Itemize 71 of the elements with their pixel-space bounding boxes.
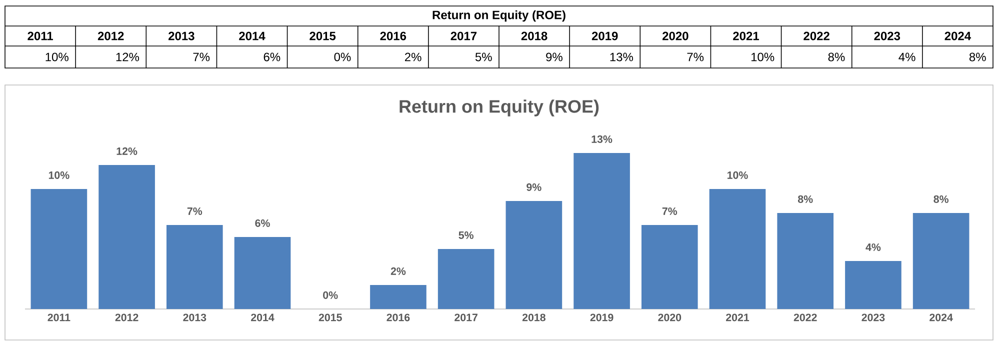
bar xyxy=(30,188,88,309)
text: 10% xyxy=(48,171,70,179)
x-tick-label: 2022 xyxy=(804,32,830,40)
bar xyxy=(777,212,834,309)
text: 10% xyxy=(727,171,748,179)
x-tick-label: 2021 xyxy=(733,32,760,40)
x-tick-label: 2013 xyxy=(168,32,194,40)
text: 2% xyxy=(390,267,406,275)
category-label: 2015 xyxy=(318,314,342,322)
text: 12% xyxy=(116,147,138,155)
text: Return on Equity (ROE) xyxy=(432,10,566,22)
chart-title: Return on Equity (ROE) xyxy=(400,100,599,116)
data-label: 8% xyxy=(828,52,845,62)
data-label: 9% xyxy=(546,52,562,62)
data-label: 10% xyxy=(46,52,68,62)
category-label: 2023 xyxy=(862,314,885,322)
x-tick-label: 2018 xyxy=(521,32,548,40)
text: 7% xyxy=(187,207,202,215)
category-label: 2013 xyxy=(183,314,206,322)
category-label: 2024 xyxy=(930,314,953,322)
category-label: 2017 xyxy=(454,314,478,322)
data-label: 12% xyxy=(116,52,140,62)
x-tick-label: 2019 xyxy=(592,32,618,40)
category-label: 2016 xyxy=(386,314,410,322)
text: 13% xyxy=(592,135,612,143)
x-tick-label: 2017 xyxy=(450,32,477,40)
x-tick-label: 2012 xyxy=(98,32,124,40)
text: 8% xyxy=(798,195,813,203)
category-label: 2022 xyxy=(794,314,817,322)
bar xyxy=(98,164,155,309)
category-label: 2011 xyxy=(48,314,70,322)
text: 7% xyxy=(662,207,678,215)
data-label: 2% xyxy=(404,52,422,62)
bar xyxy=(574,152,630,309)
x-tick-label: 2016 xyxy=(380,32,406,40)
category-label: 2012 xyxy=(115,314,138,322)
bar xyxy=(709,188,766,309)
text: 5% xyxy=(458,231,474,239)
data-label: 4% xyxy=(898,52,916,62)
bar xyxy=(641,224,698,309)
bar xyxy=(438,248,494,309)
x-tick-label: 2020 xyxy=(662,32,688,40)
data-label: 6% xyxy=(264,52,280,62)
x-tick-label: 2023 xyxy=(874,32,900,40)
text: 8% xyxy=(934,195,948,203)
data-label: 13% xyxy=(610,52,634,62)
bar xyxy=(166,224,223,309)
bar xyxy=(912,212,970,309)
bar xyxy=(234,236,291,309)
data-label: 0% xyxy=(334,52,351,62)
data-label: 10% xyxy=(751,52,774,62)
bar xyxy=(370,284,426,309)
data-label: 8% xyxy=(969,52,986,62)
bar xyxy=(845,260,902,309)
category-label: 2021 xyxy=(726,314,750,322)
category-label: 2019 xyxy=(590,314,614,322)
data-label: 7% xyxy=(193,52,210,62)
data-label: 7% xyxy=(687,52,704,62)
x-tick-label: 2014 xyxy=(239,32,266,40)
text: 4% xyxy=(866,243,881,251)
category-label: 2014 xyxy=(251,314,274,322)
bar xyxy=(506,200,562,309)
text: 0% xyxy=(323,291,338,299)
text: 6% xyxy=(255,219,270,227)
text: 9% xyxy=(526,183,542,191)
data-label: 5% xyxy=(475,52,492,62)
x-tick-label: 2024 xyxy=(944,32,971,40)
category-label: 2020 xyxy=(658,314,682,322)
x-tick-label: 2011 xyxy=(28,32,53,40)
category-label: 2018 xyxy=(522,314,546,322)
x-tick-label: 2015 xyxy=(310,32,336,40)
